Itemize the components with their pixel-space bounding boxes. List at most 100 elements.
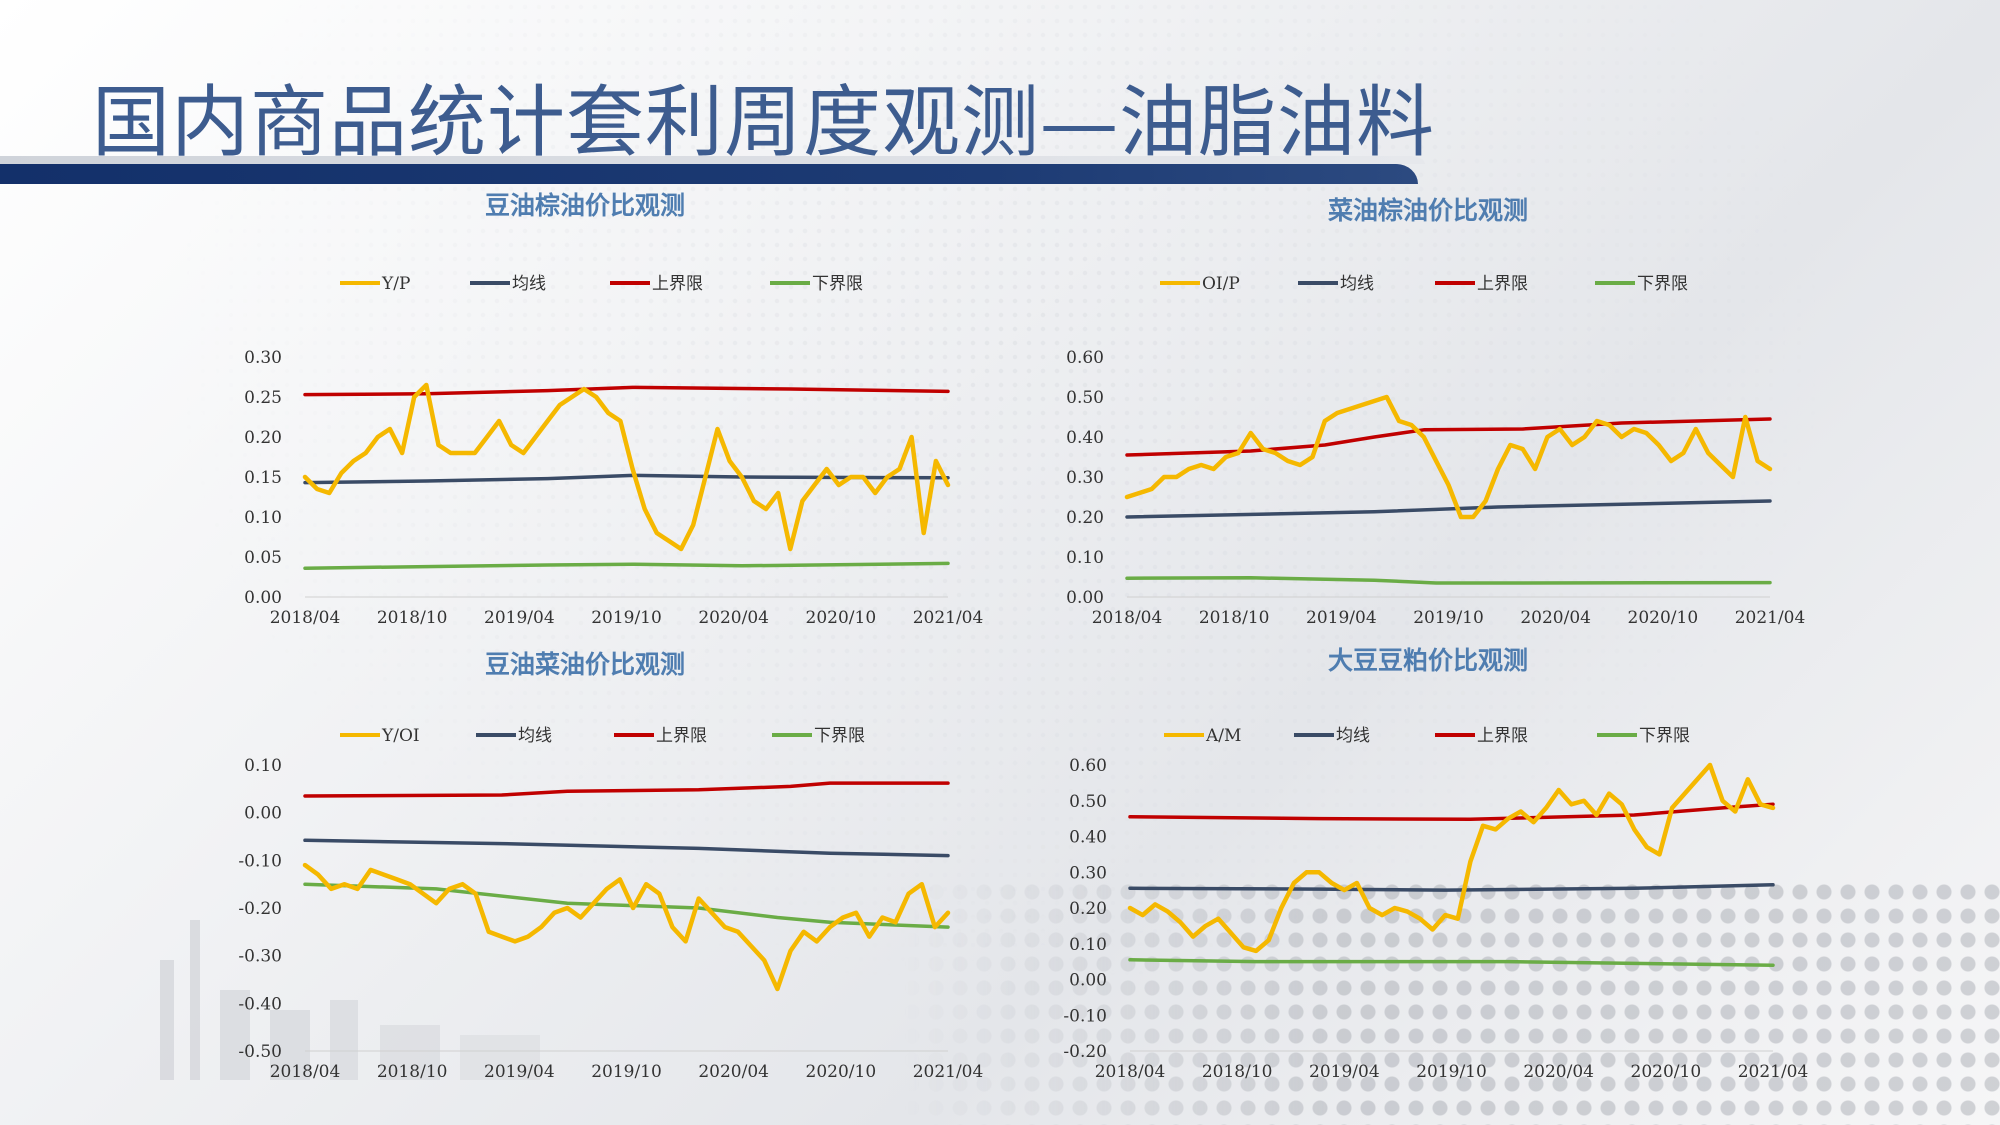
series-line-lower [303, 882, 950, 929]
background-skyline [130, 880, 650, 1080]
legend-label-upper: 上界限 [1477, 726, 1528, 746]
series-line-mean [303, 473, 950, 485]
y-tick-label: 0.15 [244, 468, 282, 488]
y-tick-label: 0.20 [1066, 508, 1104, 528]
series-line-ratio [1127, 762, 1776, 954]
page-title: 国内商品统计套利周度观测—油脂油料 [92, 78, 1436, 168]
series-line-ratio [1124, 394, 1773, 520]
x-tick-label: 2020/10 [806, 608, 877, 628]
y-tick-label: 0.30 [1066, 468, 1104, 488]
legend-label-mean: 均线 [1340, 274, 1374, 294]
x-tick-label: 2019/04 [484, 1062, 555, 1082]
x-tick-label: 2019/04 [1309, 1062, 1380, 1082]
legend-label-mean: 均线 [512, 274, 546, 294]
chart-title: 大豆豆粕价比观测 [1328, 646, 1528, 675]
x-tick-label: 2020/04 [698, 1062, 769, 1082]
y-tick-label: 0.10 [244, 756, 282, 776]
y-tick-label: -0.40 [238, 994, 282, 1014]
series-line-ratio [302, 382, 951, 552]
legend-label-ratio: A/M [1205, 726, 1241, 746]
series-line-mean [303, 838, 950, 858]
x-tick-label: 2021/04 [913, 608, 984, 628]
x-tick-label: 2019/04 [484, 608, 555, 628]
y-tick-label: 0.50 [1066, 388, 1104, 408]
series-line-ratio [302, 862, 951, 992]
x-tick-label: 2019/10 [1416, 1062, 1487, 1082]
x-tick-label: 2020/04 [1523, 1062, 1594, 1082]
series-line-lower [1128, 958, 1775, 967]
x-tick-label: 2018/04 [1092, 608, 1163, 628]
series-line-lower [303, 561, 950, 570]
y-tick-label: -0.50 [238, 1042, 282, 1062]
series-line-lower [1125, 576, 1772, 585]
y-tick-label: 0.25 [244, 388, 282, 408]
x-tick-label: 2018/10 [377, 608, 448, 628]
legend-label-ratio: Y/P [381, 274, 410, 294]
y-tick-label: 0.30 [1069, 863, 1107, 883]
x-tick-label: 2020/10 [806, 1062, 877, 1082]
y-tick-label: 0.30 [244, 348, 282, 368]
x-tick-label: 2021/04 [1738, 1062, 1809, 1082]
y-tick-label: 0.20 [244, 428, 282, 448]
y-tick-label: -0.10 [1063, 1006, 1107, 1026]
x-tick-label: 2018/10 [1202, 1062, 1273, 1082]
series-line-upper [303, 781, 950, 798]
y-tick-label: 0.50 [1069, 792, 1107, 812]
x-tick-label: 2018/04 [270, 608, 341, 628]
x-tick-label: 2019/04 [1306, 608, 1377, 628]
title-underline-bar [0, 164, 1418, 184]
chart-rapeseed-palm-ratio: 菜油棕油价比观测 0.60 0.50 0.40 0.30 0.20 0.10 0.00 2018… [1066, 196, 1805, 628]
y-tick-label: 0.20 [1069, 899, 1107, 919]
y-tick-label: 0.10 [1066, 548, 1104, 568]
y-tick-label: -0.10 [238, 851, 282, 871]
series-line-mean [1128, 883, 1775, 892]
chart-title: 豆油棕油价比观测 [485, 191, 685, 220]
legend-label-lower: 下界限 [1637, 274, 1688, 294]
legend-label-lower: 下界限 [814, 726, 865, 746]
x-tick-label: 2020/10 [1631, 1062, 1702, 1082]
x-tick-label: 2019/10 [1413, 608, 1484, 628]
y-tick-label: 0.00 [244, 588, 282, 608]
legend-label-mean: 均线 [1336, 726, 1370, 746]
y-tick-label: 0.40 [1069, 828, 1107, 848]
legend-label-upper: 上界限 [656, 726, 707, 746]
series-line-upper [1128, 802, 1775, 822]
chart-soybean-palm-ratio: 豆油棕油价比观测 0.30 0.25 0.20 0.15 0.10 0.05 0.00 2018… [0, 0, 1000, 640]
x-tick-label: 2018/04 [270, 1062, 341, 1082]
x-tick-label: 2018/10 [1199, 608, 1270, 628]
x-tick-label: 2020/04 [698, 608, 769, 628]
y-tick-label: 0.10 [1069, 935, 1107, 955]
series-line-upper [303, 385, 950, 397]
x-tick-label: 2020/04 [1520, 608, 1591, 628]
y-tick-label: 0.00 [244, 804, 282, 824]
chart-title: 菜油棕油价比观测 [1327, 196, 1528, 225]
y-tick-label: 0.40 [1066, 428, 1104, 448]
x-tick-label: 2018/04 [1095, 1062, 1166, 1082]
y-tick-label: 0.60 [1069, 756, 1107, 776]
x-tick-label: 2019/10 [591, 608, 662, 628]
title-underline-light [0, 156, 1425, 164]
y-tick-label: 0.00 [1066, 588, 1104, 608]
legend-label-lower: 下界限 [812, 274, 863, 294]
legend-label-lower: 下界限 [1639, 726, 1690, 746]
chart-title: 豆油菜油价比观测 [485, 650, 685, 679]
legend-label-upper: 上界限 [652, 274, 703, 294]
y-tick-label: 0.60 [1066, 348, 1104, 368]
legend-label-mean: 均线 [518, 726, 552, 746]
x-tick-label: 2021/04 [913, 1062, 984, 1082]
chart-soybean-rapeseed-ratio: 豆油菜油价比观测 0.10 0.00 -0.10 -0.20 -0.30 -0.40 -0.5… [238, 650, 983, 1082]
y-tick-label: -0.30 [238, 947, 282, 967]
y-tick-label: 0.10 [244, 508, 282, 528]
x-tick-label: 2018/10 [377, 1062, 448, 1082]
series-line-mean [1125, 499, 1772, 519]
y-tick-label: 0.00 [1069, 971, 1107, 991]
legend-label-ratio: OI/P [1202, 274, 1240, 294]
y-tick-label: 0.05 [244, 548, 282, 568]
y-tick-label: -0.20 [1063, 1042, 1107, 1062]
x-tick-label: 2021/04 [1735, 608, 1806, 628]
